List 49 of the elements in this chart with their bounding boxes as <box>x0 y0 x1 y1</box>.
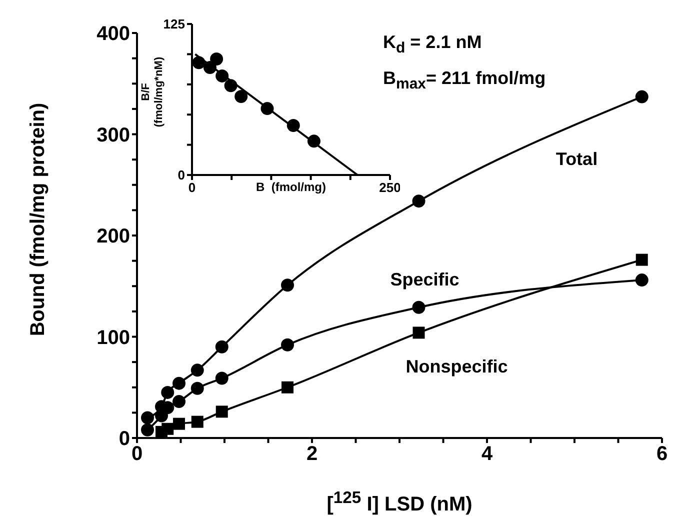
point <box>190 364 204 377</box>
x-axis-title: B (fmol/mg) <box>256 180 326 194</box>
point <box>215 372 228 385</box>
series-label: Specific <box>390 269 460 290</box>
point <box>172 395 186 408</box>
point <box>412 326 425 339</box>
x-tick-label: 2 <box>306 443 318 465</box>
y-axis-title: Bound (fmol/mg protein) <box>27 102 50 336</box>
y-tick-label: 125 <box>163 16 185 32</box>
y-tick-label: 100 <box>96 326 130 349</box>
point <box>307 134 320 148</box>
point <box>281 278 294 292</box>
point <box>216 69 229 82</box>
point <box>161 386 174 399</box>
series-label: Nonspecific <box>406 356 508 377</box>
point <box>215 340 228 354</box>
annotation: B$_{max}$= 211 fmol/mg <box>383 68 546 93</box>
series-label: Total <box>556 149 598 170</box>
point <box>412 194 426 208</box>
point <box>173 418 185 430</box>
y-tick-label: 0 <box>118 428 130 450</box>
x-tick-label: 6 <box>656 443 668 465</box>
point <box>281 338 294 352</box>
point <box>203 60 216 74</box>
y-tick-label: 300 <box>96 124 130 146</box>
point <box>192 56 206 70</box>
x-axis-title: [$^{125}$ I] LSD (nM) <box>326 488 474 517</box>
point <box>260 102 274 116</box>
point <box>412 300 426 314</box>
point <box>635 90 648 104</box>
point <box>172 376 186 390</box>
point <box>141 423 154 436</box>
x-tick-label: 4 <box>481 443 494 465</box>
point <box>282 381 294 394</box>
y-tick-label: 400 <box>96 23 130 45</box>
y-axis-title: B/F (fmol/mg*nM) <box>140 56 166 128</box>
point <box>636 254 648 266</box>
x-tick-label: 250 <box>379 180 401 195</box>
point <box>635 274 648 287</box>
y-tick-label: 200 <box>96 226 130 248</box>
point <box>286 118 300 132</box>
point <box>216 406 228 418</box>
point <box>191 416 204 428</box>
annotation: K$_{d}$ = 2.1 nM <box>383 32 482 57</box>
point <box>190 382 204 395</box>
point <box>210 52 224 66</box>
point <box>224 79 238 92</box>
point <box>141 411 154 424</box>
point <box>234 90 248 103</box>
